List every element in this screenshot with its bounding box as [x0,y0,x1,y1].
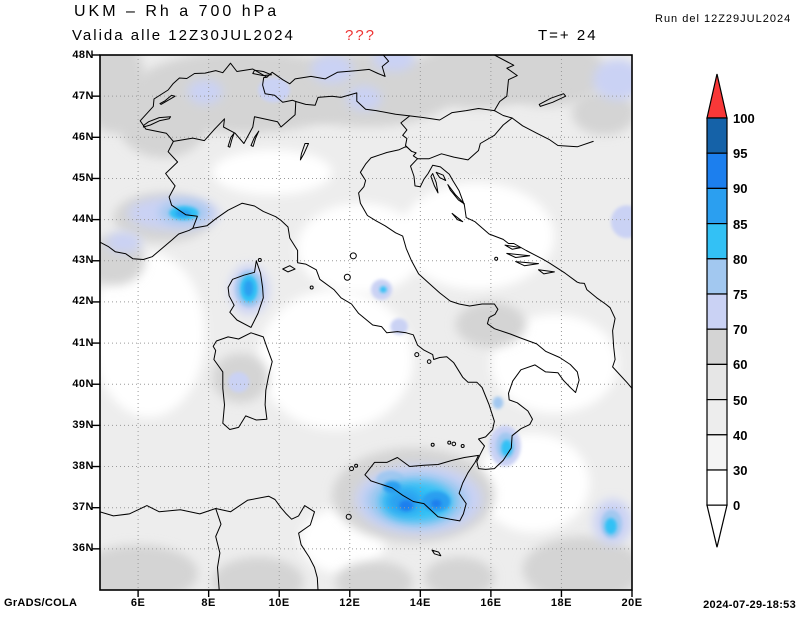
lon-tick-label: 16E [480,597,502,609]
lat-tick-label: 39N [72,418,94,431]
lon-tick-label: 20E [621,597,643,609]
colorbar-tick-label: 40 [733,427,748,443]
valid-time-label: Valida alle 12Z30JUL2024 [72,27,295,44]
lat-tick-label: 40N [72,377,94,390]
lon-tick-label: 8E [201,597,216,609]
colorbar-tick-label: 75 [733,287,748,302]
lon-tick-label: 14E [409,597,431,609]
lat-tick-label: 47N [72,89,94,102]
colorbar-tick-label: 95 [733,146,748,162]
forecast-hour-label: T=+ 24 [538,27,598,44]
colorbar-tick-label: 100 [733,111,755,126]
warning-text: ??? [345,27,377,44]
creation-timestamp: 2024-07-29-18:53 [703,599,796,611]
colorbar-tick-label: 50 [733,392,748,408]
lat-tick-label: 36N [72,542,94,555]
colorbar-tick-label: 60 [733,357,748,373]
run-label: Run del 12Z29JUL2024 [655,13,792,25]
colorbar-tick-label: 70 [733,322,748,338]
colorbar-tick-label: 80 [733,251,748,267]
colorbar-tick-label: 0 [733,498,741,514]
lat-tick-label: 42N [72,295,94,308]
colorbar-tick-label: 90 [733,181,748,197]
lon-tick-label: 18E [550,597,572,609]
lat-tick-label: 43N [72,254,94,267]
lat-tick-label: 37N [72,501,94,514]
lat-tick-label: 46N [72,130,94,143]
lon-tick-label: 6E [130,597,146,609]
lat-tick-label: 38N [72,460,94,473]
chart-title: UKM – Rh a 700 hPa [74,3,280,20]
lat-tick-label: 44N [72,213,94,226]
lon-tick-label: 10E [268,597,290,609]
lat-tick-label: 48N [72,48,94,61]
lat-tick-label: 41N [72,336,94,349]
colorbar-tick-label: 85 [733,216,748,232]
colorbar-tick-label: 30 [733,463,748,478]
lat-tick-label: 45N [72,171,94,184]
lon-tick-label: 12E [339,597,361,609]
grads-credit: GrADS/COLA [4,597,78,609]
